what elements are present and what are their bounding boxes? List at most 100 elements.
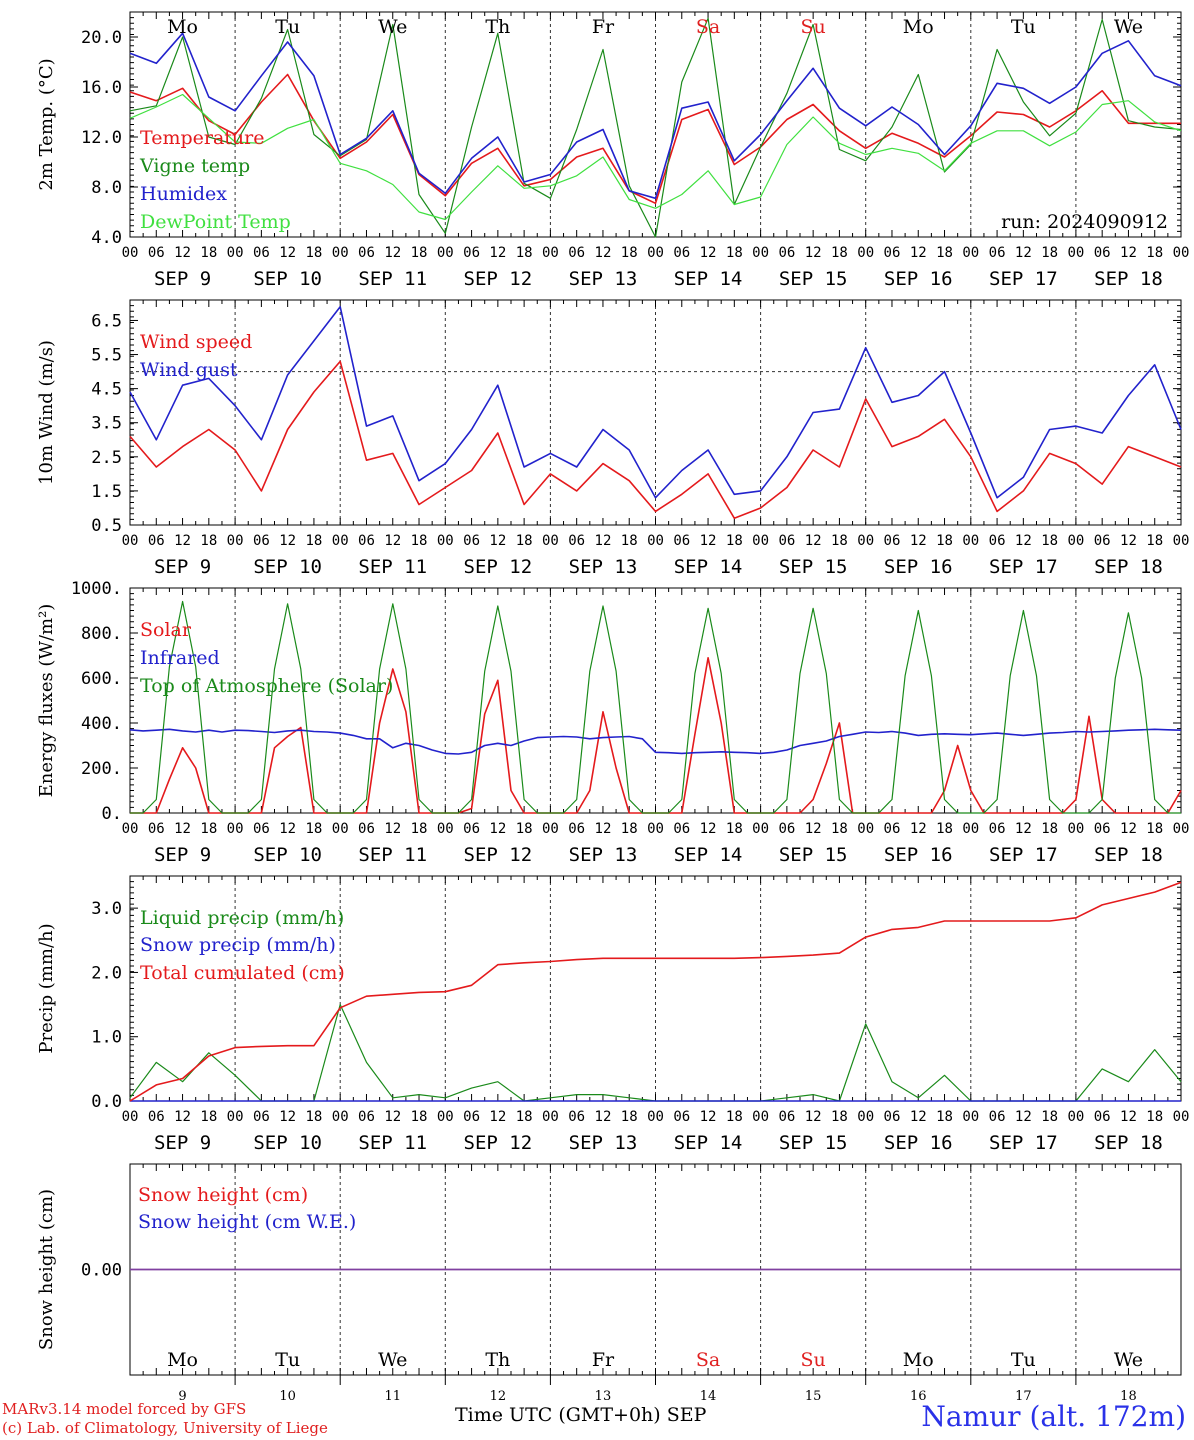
date-label: SEP 14	[674, 1132, 743, 1154]
hour-label: 18	[726, 245, 743, 261]
legend-infrared: Infrared	[140, 647, 220, 669]
hour-label: 00	[962, 245, 979, 261]
hour-label: 18	[200, 245, 217, 261]
date-label: SEP 9	[154, 268, 211, 290]
station-title: Namur (alt. 172m)	[921, 1400, 1186, 1433]
hour-label: 06	[253, 821, 270, 837]
hour-label: 18	[1146, 1109, 1163, 1125]
hour-label: 18	[516, 533, 533, 549]
time-axis-title: Time UTC (GMT+0h)	[455, 1404, 661, 1426]
hour-label: 18	[936, 821, 953, 837]
hour-label: 12	[279, 1109, 296, 1125]
hour-label: 12	[1015, 533, 1032, 549]
date-label: SEP 16	[884, 844, 953, 866]
hour-label: 06	[673, 1109, 690, 1125]
hour-label: 12	[805, 245, 822, 261]
legend-temperature: Temperature	[140, 127, 264, 149]
day-name-label: Mo	[903, 16, 934, 38]
y-tick-label: 0.	[102, 804, 122, 824]
date-label: SEP 18	[1094, 1132, 1163, 1154]
date-label: SEP 16	[884, 1132, 953, 1154]
hour-label: 06	[884, 245, 901, 261]
hour-label: 06	[463, 1109, 480, 1125]
plot-frame	[129, 587, 1182, 814]
day-name-label: Su	[801, 16, 826, 38]
day-number-label: 18	[1120, 1389, 1137, 1404]
y-tick-label: 800.	[81, 624, 122, 644]
legend-vigne-temp: Vigne temp	[139, 155, 250, 177]
y-axis-label: 10m Wind (m/s)	[36, 340, 57, 485]
hour-label: 00	[437, 245, 454, 261]
hour-label: 06	[1094, 1109, 1111, 1125]
y-tick-label: 20.0	[81, 28, 122, 48]
hour-label: 18	[411, 245, 428, 261]
hour-label: 12	[1015, 821, 1032, 837]
hour-label: 06	[673, 245, 690, 261]
date-label: SEP 9	[154, 844, 211, 866]
hour-label: 06	[568, 533, 585, 549]
series-line-top-of-atmosphere-solar	[130, 600, 1181, 814]
hour-label: 00	[227, 245, 244, 261]
run-label: run: 2024090912	[1001, 211, 1168, 233]
y-tick-label: 3.0	[91, 899, 122, 919]
hour-label: 06	[989, 533, 1006, 549]
month-label: SEP	[666, 1404, 707, 1426]
hour-label: 12	[1120, 1109, 1137, 1125]
hour-label: 18	[516, 1109, 533, 1125]
day-name-label: Su	[801, 1349, 826, 1371]
hour-label: 06	[253, 1109, 270, 1125]
hour-label: 00	[332, 245, 349, 261]
y-axis-label: Energy fluxes (W/m²)	[36, 604, 57, 798]
hour-label: 06	[673, 533, 690, 549]
hour-label: 18	[726, 821, 743, 837]
series-line-total-cumulated-cm	[129, 881, 1182, 1102]
hour-label: 12	[489, 821, 506, 837]
hour-label: 18	[305, 1109, 322, 1125]
day-name-label: Th	[485, 16, 510, 38]
date-label: SEP 18	[1094, 268, 1163, 290]
y-tick-label: 8.0	[91, 178, 122, 198]
hour-label: 12	[910, 245, 927, 261]
hour-label: 06	[358, 245, 375, 261]
legend-top-of-atmosphere-solar: Top of Atmosphere (Solar)	[140, 675, 393, 697]
hour-label: 00	[437, 533, 454, 549]
date-label: SEP 17	[989, 844, 1058, 866]
hour-label: 12	[1015, 245, 1032, 261]
hour-label: 12	[700, 1109, 717, 1125]
y-tick-label: 0.0	[91, 1092, 122, 1112]
hour-label: 00	[1173, 821, 1190, 837]
y-tick-label: 16.0	[81, 78, 122, 98]
hour-label: 06	[568, 821, 585, 837]
hour-label: 18	[831, 245, 848, 261]
y-tick-label: 6.5	[91, 311, 122, 331]
date-label: SEP 10	[253, 556, 322, 578]
hour-label: 12	[384, 533, 401, 549]
date-label: SEP 12	[464, 1132, 533, 1154]
hour-label: 12	[805, 533, 822, 549]
hour-label: 12	[700, 821, 717, 837]
hour-label: 18	[1041, 1109, 1058, 1125]
hour-label: 18	[516, 245, 533, 261]
day-name-label: Tu	[275, 1349, 300, 1371]
hour-label: 12	[1015, 1109, 1032, 1125]
hour-label: 00	[647, 821, 664, 837]
day-name-label: Tu	[1011, 1349, 1036, 1371]
date-label: SEP 14	[674, 268, 743, 290]
day-name-label: Tu	[275, 16, 300, 38]
hour-label: 18	[411, 821, 428, 837]
day-name-label: Fr	[592, 1349, 615, 1371]
panel-2	[129, 299, 1182, 526]
hour-label: 18	[936, 1109, 953, 1125]
day-number-label: 12	[490, 1389, 507, 1404]
hour-label: 18	[1146, 821, 1163, 837]
hour-label: 12	[700, 533, 717, 549]
hour-label: 00	[227, 1109, 244, 1125]
hour-label: 12	[700, 245, 717, 261]
day-number-label: 13	[595, 1389, 612, 1404]
hour-label: 06	[989, 1109, 1006, 1125]
hour-label: 18	[831, 533, 848, 549]
y-axis-label: 2m Temp. (°C)	[36, 58, 57, 190]
time-axis-label: Time UTC (GMT+0h) SEP	[455, 1404, 706, 1426]
date-label: SEP 11	[358, 1132, 427, 1154]
